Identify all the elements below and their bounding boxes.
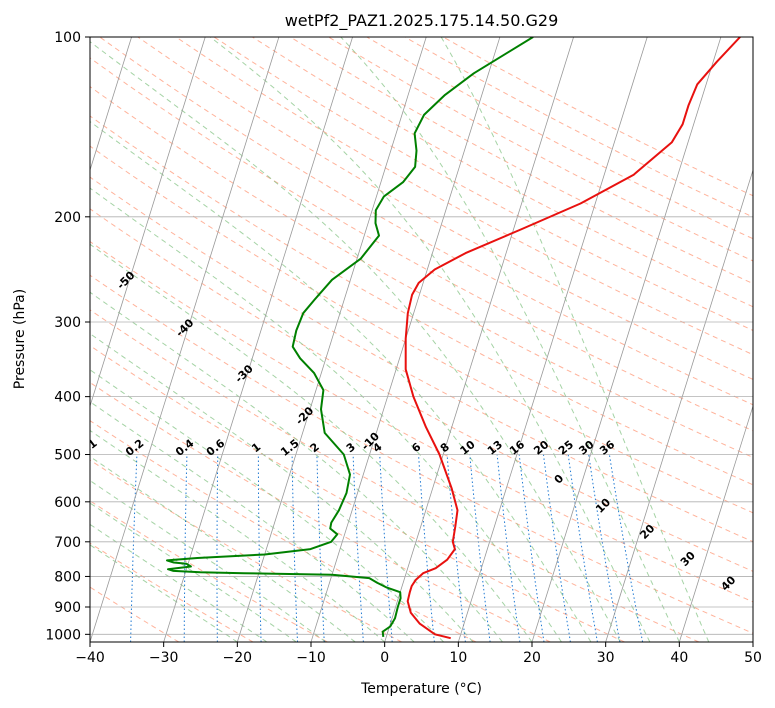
y-tick-label: 700 [54, 535, 81, 551]
y-tick-label: 1000 [45, 627, 81, 643]
y-tick-label: 200 [54, 210, 81, 226]
moist-adiabat-line [90, 120, 592, 642]
x-tick-label: −30 [149, 650, 179, 666]
dry-adiabat-line [90, 345, 625, 642]
moist-adiabat-line [90, 333, 474, 642]
plot-frame [89, 36, 754, 643]
isotherm-line [457, 37, 648, 642]
isotherm-line [90, 37, 132, 172]
x-axis: −40 −30 −20 −10 0 10 20 30 40 50 [75, 642, 762, 666]
mixing-ratio-line [257, 454, 262, 642]
isotherm-line [605, 168, 753, 642]
temperature-line [404, 37, 741, 640]
y-tick-label: 600 [54, 495, 81, 511]
moist-adiabat-line [90, 401, 415, 642]
mixing-ratio-line [316, 454, 325, 642]
y-axis: 100 200 300 400 500 600 700 800 900 1000 [45, 30, 90, 643]
moist-adiabat-line [90, 429, 386, 642]
dry-adiabat-line [252, 37, 753, 308]
isotherm-line [236, 37, 427, 642]
y-tick-label: 900 [54, 600, 81, 616]
moist-adiabat-line [90, 544, 238, 642]
moist-adiabat-line [340, 37, 680, 642]
moist-adiabat-line [90, 187, 562, 642]
x-tick-label: 30 [597, 650, 615, 666]
moist-adiabat-line [90, 479, 327, 642]
dry-adiabat-line [90, 420, 477, 642]
y-tick-label: 100 [54, 30, 81, 46]
dry-adiabat-line [90, 176, 753, 543]
dry-adiabat-line [137, 37, 753, 380]
isotherm-line [90, 37, 206, 408]
moist-adiabat-line [90, 523, 268, 642]
moist-adiabat-line [440, 37, 710, 642]
moist-adiabat-line [90, 502, 297, 642]
mixing-ratio-line [216, 454, 219, 642]
x-tick-label: 20 [523, 650, 541, 666]
dry-adiabat-line [90, 381, 551, 642]
isotherm-line [531, 37, 722, 642]
dewpoint-line [166, 37, 534, 638]
x-tick-label: −40 [75, 650, 105, 666]
y-tick-label: 400 [54, 390, 81, 406]
dry-adiabat-line [90, 274, 753, 634]
mixing-ratio-label: 0.1 [76, 437, 99, 459]
chart-title: wetPf2_PAZ1.2025.175.14.50.G29 [285, 11, 559, 31]
dry-adiabat-line [90, 542, 254, 642]
moist-adiabat-line [90, 291, 503, 642]
moist-adiabat-line [209, 37, 651, 642]
x-tick-label: 50 [744, 650, 762, 666]
dry-adiabat-line [90, 57, 753, 432]
plot-area: 0.10.20.40.611.52346810131620253036-100-… [76, 37, 753, 642]
x-tick-label: 40 [670, 650, 688, 666]
y-tick-label: 300 [54, 315, 81, 331]
dry-adiabat-line [175, 37, 753, 356]
dry-adiabat-line [90, 145, 753, 514]
mixing-ratio-line [183, 454, 188, 642]
dry-adiabats [90, 37, 753, 642]
x-axis-label: Temperature (°C) [360, 681, 482, 697]
dry-adiabat-line [90, 86, 753, 458]
mixing-ratio-line [352, 454, 364, 642]
mixing-ratio-line [291, 454, 298, 642]
isotherm-line [384, 37, 574, 642]
x-tick-label: −20 [223, 650, 253, 666]
y-axis-label: Pressure (hPa) [12, 289, 28, 389]
dry-adiabat-line [90, 240, 753, 603]
y-tick-label: 500 [54, 448, 81, 464]
dry-adiabat-line [99, 37, 753, 406]
x-tick-label: −10 [296, 650, 326, 666]
moist-adiabats [90, 37, 710, 642]
dry-adiabat-line [90, 208, 753, 572]
isotherm-line [163, 37, 353, 642]
pressure-gridlines [90, 37, 753, 635]
isotherm-line [678, 404, 753, 642]
mixing-ratio-line [379, 454, 393, 642]
isotherm-line [90, 37, 280, 642]
profile-series [166, 37, 741, 640]
x-tick-label: 10 [449, 650, 467, 666]
moist-adiabat-line [90, 41, 621, 642]
y-tick-label: 800 [54, 569, 81, 585]
x-tick-label: 0 [380, 650, 389, 666]
moist-adiabat-line [90, 455, 356, 642]
dry-adiabat-line [90, 309, 700, 642]
